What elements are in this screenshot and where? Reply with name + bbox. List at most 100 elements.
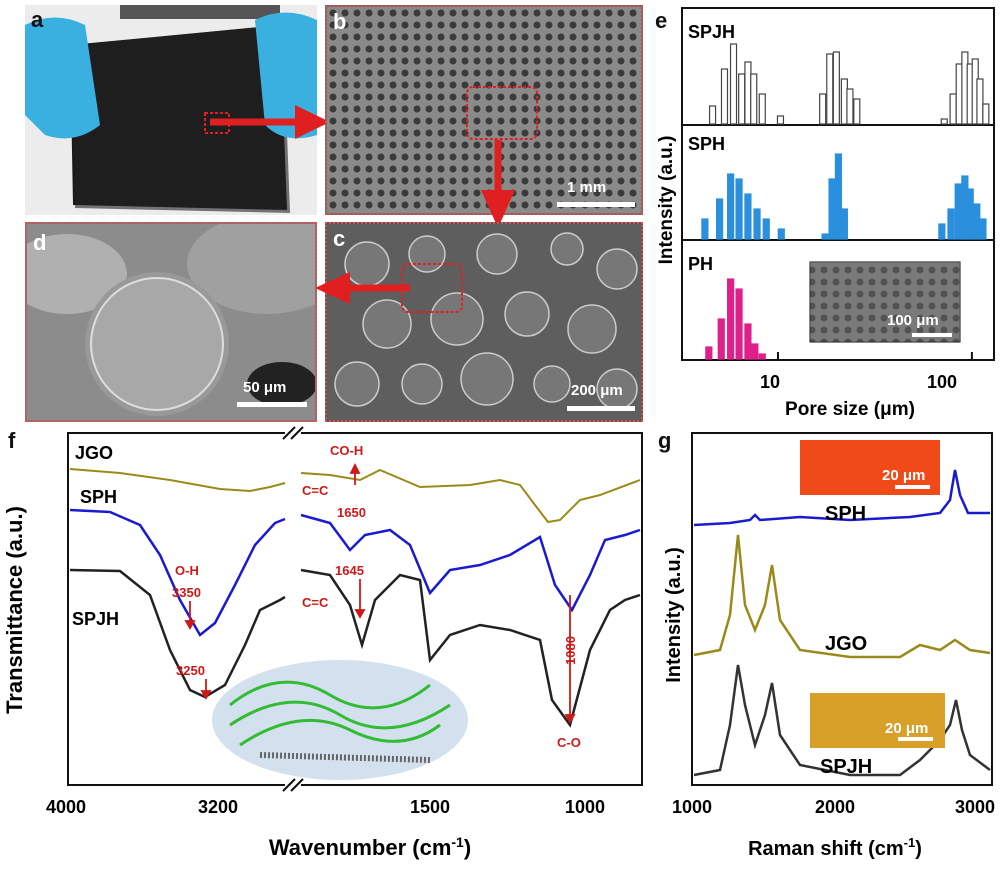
panel-d-scale: 50 μm <box>243 379 287 396</box>
panel-c-sem: c 200 μm <box>325 222 643 422</box>
legend-ph: PH <box>688 254 713 274</box>
x-tick-2000: 2000 <box>815 797 855 817</box>
annot-1645: 1645 <box>335 563 364 578</box>
bar-ph <box>705 346 713 360</box>
plot-frame <box>681 7 995 361</box>
bar-spjh <box>720 68 729 125</box>
panel-b-scale: 1 mm <box>567 179 607 196</box>
raman-inset-sph <box>800 440 940 495</box>
bar-sph <box>715 198 724 240</box>
legend-sph: SPH <box>688 134 725 154</box>
panel-d-label: d <box>33 230 47 255</box>
panel-d-sem: d 50 μm <box>25 222 317 422</box>
ftir-chart: JGO SPH SPJH O-H 3350 3250 CO-H C=C 1650… <box>2 425 643 860</box>
bar-sph <box>821 233 829 240</box>
bar-spjh <box>744 61 752 125</box>
panel-g-label: g <box>658 428 672 453</box>
bar-spjh <box>819 93 827 125</box>
plot-frame <box>691 432 993 786</box>
annotation-arrows <box>184 462 576 724</box>
sem-texture-b <box>327 7 641 213</box>
panel-a-label: a <box>31 7 44 32</box>
raman-inset-spjh <box>810 693 945 748</box>
legend-sph: SPH <box>80 487 117 507</box>
x-tick-10: 10 <box>760 372 780 392</box>
bar-spjh <box>982 103 990 125</box>
annot-co: C-O <box>557 735 581 750</box>
bar-spjh <box>826 53 834 125</box>
legend-jgo: JGO <box>825 633 867 655</box>
legend-spjh: SPJH <box>820 756 872 778</box>
arrow-b-to-c <box>481 140 515 228</box>
bar-sph <box>762 218 770 240</box>
x-axis-label: Raman shift (cm-1) <box>748 835 922 860</box>
bar-ph <box>717 318 725 360</box>
x-tick-1500: 1500 <box>410 797 450 817</box>
legend-spjh: SPJH <box>688 22 735 42</box>
bar-spjh <box>832 51 840 125</box>
inset-scale-spjh: 20 μm <box>885 720 928 737</box>
x-tick-3000: 3000 <box>955 797 995 817</box>
annot-coh: CO-H <box>330 443 363 458</box>
series-jgo-line <box>69 468 641 524</box>
bar-spjh <box>940 118 948 125</box>
pore-inset-sem <box>809 261 961 343</box>
series-jgo-line <box>693 534 991 659</box>
annot-3250: 3250 <box>176 663 205 678</box>
bar-spjh <box>846 88 854 125</box>
bar-sph-2 <box>938 223 946 240</box>
y-axis-label: Intensity (a.u.) <box>663 547 685 683</box>
bar-sph <box>744 193 752 240</box>
bar-ph <box>727 278 735 360</box>
legend-spjh: SPJH <box>72 609 119 629</box>
panel-b-label: b <box>333 9 347 34</box>
bar-spjh <box>976 78 984 125</box>
bar-sph-2 <box>979 218 987 240</box>
bar-spjh <box>776 115 785 125</box>
bar-spjh <box>750 73 758 125</box>
bar-sph <box>840 208 848 240</box>
inset-scale-e: 100 μm <box>887 312 939 329</box>
bar-spjh <box>738 73 746 125</box>
bar-ph <box>744 323 752 360</box>
panel-c-label: c <box>333 226 346 251</box>
bar-ph <box>758 353 766 360</box>
series-sph-line <box>69 508 641 637</box>
bar-sph <box>828 178 836 240</box>
series-sph-line <box>693 469 990 527</box>
bar-ph <box>735 288 743 360</box>
x-tick-3200: 3200 <box>198 797 238 817</box>
panel-f-label: f <box>8 428 16 453</box>
inset-scale-sph: 20 μm <box>882 467 925 484</box>
panel-b-sem: b 1 mm <box>325 5 643 215</box>
bar-spjh <box>758 93 766 125</box>
bar-sph-2 <box>966 188 974 240</box>
bar-sph <box>735 178 743 240</box>
photo-illustration <box>25 5 317 215</box>
arrow-c-to-d <box>315 272 410 304</box>
sem-texture-d <box>27 224 315 420</box>
bar-spjh <box>729 43 738 125</box>
panel-e-label: e <box>655 8 668 33</box>
panel-c-scale: 200 μm <box>571 382 623 399</box>
bar-sph-2 <box>973 203 981 240</box>
annot-1650: 1650 <box>337 505 366 520</box>
bar-spjh <box>708 105 717 125</box>
bar-sph <box>701 218 709 240</box>
pore-size-chart: SPJH SPH PH Intensity (a.u.) Pore size (… <box>656 7 995 420</box>
y-axis-label: Intensity (a.u.) <box>656 136 677 265</box>
bar-sph-2 <box>954 183 962 240</box>
series-spjh-line <box>693 664 991 777</box>
bar-spjh <box>853 98 861 125</box>
panel-a-photo: a <box>25 5 317 215</box>
x-tick-4000: 4000 <box>46 797 86 817</box>
x-axis-label: Pore size (μm) <box>785 399 915 420</box>
legend-sph: SPH <box>825 503 866 525</box>
x-tick-100: 100 <box>927 372 957 392</box>
annot-3350: 3350 <box>172 585 201 600</box>
bar-sph <box>777 228 785 240</box>
x-tick-1000: 1000 <box>565 797 605 817</box>
x-tick-1000: 1000 <box>672 797 712 817</box>
molecular-schematic <box>212 660 468 780</box>
bar-sph-2 <box>947 208 955 240</box>
